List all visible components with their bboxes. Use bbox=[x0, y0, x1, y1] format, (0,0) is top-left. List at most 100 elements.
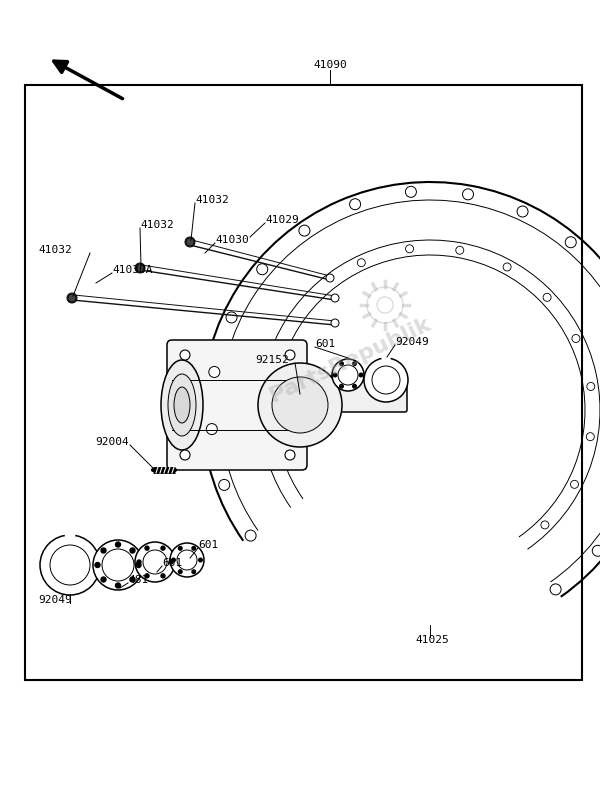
Circle shape bbox=[101, 577, 106, 582]
Circle shape bbox=[178, 546, 182, 550]
Ellipse shape bbox=[292, 378, 302, 410]
Text: 92049: 92049 bbox=[395, 337, 429, 347]
Text: 601: 601 bbox=[315, 339, 335, 349]
Circle shape bbox=[541, 521, 549, 529]
Bar bbox=[25, 85, 582, 680]
Text: 41030A: 41030A bbox=[112, 265, 152, 275]
Circle shape bbox=[192, 546, 196, 550]
Circle shape bbox=[350, 198, 361, 210]
Circle shape bbox=[257, 264, 268, 274]
Circle shape bbox=[353, 385, 356, 388]
Text: PartsRepublik: PartsRepublik bbox=[266, 314, 434, 406]
Text: 41025: 41025 bbox=[415, 635, 449, 645]
Circle shape bbox=[258, 363, 342, 447]
Circle shape bbox=[543, 294, 551, 302]
Circle shape bbox=[587, 382, 595, 390]
Circle shape bbox=[331, 319, 339, 327]
Circle shape bbox=[180, 350, 190, 360]
Text: 481: 481 bbox=[128, 575, 148, 585]
Text: 41032: 41032 bbox=[140, 220, 174, 230]
Circle shape bbox=[93, 540, 143, 590]
Circle shape bbox=[326, 274, 334, 282]
Circle shape bbox=[245, 530, 256, 541]
Circle shape bbox=[219, 479, 230, 490]
Circle shape bbox=[406, 245, 413, 253]
Text: 6U1: 6U1 bbox=[162, 558, 182, 568]
Circle shape bbox=[143, 550, 167, 574]
Circle shape bbox=[456, 246, 464, 254]
Text: 41030: 41030 bbox=[215, 235, 249, 245]
Circle shape bbox=[338, 365, 358, 385]
Circle shape bbox=[170, 543, 204, 577]
Circle shape bbox=[586, 433, 594, 441]
Circle shape bbox=[135, 542, 175, 582]
Text: 92152: 92152 bbox=[255, 355, 289, 365]
Ellipse shape bbox=[174, 387, 190, 423]
Circle shape bbox=[285, 450, 295, 460]
Circle shape bbox=[503, 263, 511, 271]
Circle shape bbox=[102, 549, 134, 581]
Circle shape bbox=[172, 558, 175, 562]
Circle shape bbox=[130, 577, 135, 582]
Ellipse shape bbox=[161, 360, 203, 450]
Circle shape bbox=[272, 377, 328, 433]
Circle shape bbox=[136, 264, 144, 272]
Text: 92004: 92004 bbox=[95, 437, 129, 447]
Circle shape bbox=[331, 294, 339, 302]
Circle shape bbox=[199, 558, 202, 562]
Circle shape bbox=[192, 570, 196, 574]
Circle shape bbox=[206, 423, 217, 434]
Circle shape bbox=[517, 206, 528, 217]
Circle shape bbox=[178, 570, 182, 574]
Text: 601: 601 bbox=[198, 540, 218, 550]
Text: 41032: 41032 bbox=[195, 195, 229, 205]
Circle shape bbox=[359, 373, 363, 377]
Circle shape bbox=[136, 562, 141, 567]
Circle shape bbox=[299, 225, 310, 236]
Circle shape bbox=[340, 385, 343, 388]
Circle shape bbox=[135, 263, 145, 273]
Circle shape bbox=[285, 350, 295, 360]
Circle shape bbox=[565, 237, 576, 248]
Circle shape bbox=[358, 258, 365, 266]
FancyBboxPatch shape bbox=[167, 340, 307, 470]
Text: 41090: 41090 bbox=[313, 60, 347, 70]
Circle shape bbox=[95, 562, 100, 567]
Circle shape bbox=[130, 548, 135, 553]
Circle shape bbox=[68, 294, 76, 302]
Circle shape bbox=[137, 560, 141, 564]
Circle shape bbox=[226, 312, 237, 323]
Circle shape bbox=[572, 334, 580, 342]
Text: 41029: 41029 bbox=[265, 215, 299, 225]
Circle shape bbox=[115, 542, 121, 547]
Circle shape bbox=[115, 583, 121, 588]
Circle shape bbox=[180, 450, 190, 460]
Text: 92049: 92049 bbox=[38, 595, 72, 605]
Circle shape bbox=[161, 546, 165, 550]
Circle shape bbox=[340, 362, 343, 366]
Circle shape bbox=[50, 545, 90, 585]
Circle shape bbox=[592, 546, 600, 556]
Ellipse shape bbox=[168, 374, 196, 436]
Circle shape bbox=[67, 293, 77, 303]
Circle shape bbox=[550, 584, 561, 595]
Circle shape bbox=[571, 480, 578, 488]
Circle shape bbox=[161, 574, 165, 578]
Circle shape bbox=[332, 359, 364, 391]
FancyBboxPatch shape bbox=[293, 376, 407, 412]
Circle shape bbox=[406, 186, 416, 198]
Circle shape bbox=[372, 366, 400, 394]
Circle shape bbox=[145, 546, 149, 550]
Circle shape bbox=[40, 535, 100, 595]
Circle shape bbox=[463, 189, 473, 200]
Circle shape bbox=[101, 548, 106, 553]
Circle shape bbox=[209, 366, 220, 378]
Circle shape bbox=[177, 550, 197, 570]
Circle shape bbox=[145, 574, 149, 578]
Circle shape bbox=[169, 560, 173, 564]
Circle shape bbox=[333, 373, 337, 377]
Circle shape bbox=[364, 358, 408, 402]
Circle shape bbox=[185, 237, 195, 247]
Circle shape bbox=[353, 362, 356, 366]
Text: 41032: 41032 bbox=[38, 245, 72, 255]
